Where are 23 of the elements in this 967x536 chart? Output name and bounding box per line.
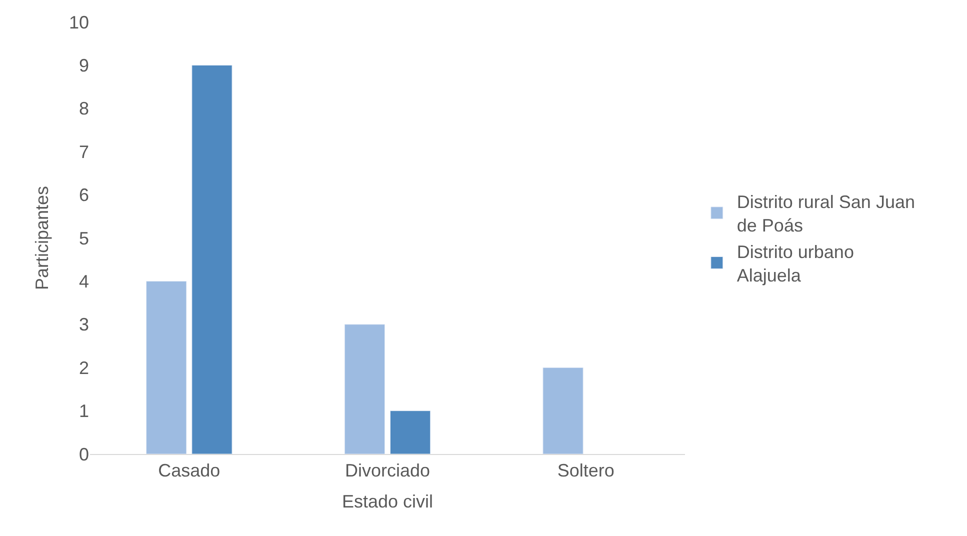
legend-label: Distrito rural San Juan de Poás	[736, 192, 915, 236]
y-tick-label: 1	[78, 401, 89, 422]
bar	[542, 367, 584, 454]
x-tick-label: Casado	[158, 460, 220, 481]
y-tick-label: 10	[68, 12, 89, 32]
x-tick-label: Divorciado	[344, 460, 430, 481]
bar	[192, 64, 232, 454]
y-axis-title: Participantes	[32, 186, 52, 290]
bar	[344, 324, 386, 454]
bar	[390, 410, 431, 454]
y-tick-label: 3	[78, 314, 89, 335]
y-tick-label: 0	[78, 444, 89, 464]
x-axis-title: Estado civil	[342, 492, 434, 512]
y-tick-label: 7	[78, 142, 89, 162]
legend-label: Distrito urbano Alajuela	[736, 242, 854, 286]
y-tick-label: 2	[78, 358, 89, 378]
bar	[146, 280, 187, 454]
x-tick-label: Soltero	[557, 460, 614, 481]
y-tick-label: 6	[78, 185, 89, 206]
y-tick-label: 5	[78, 228, 89, 248]
y-tick-label: 8	[78, 98, 89, 119]
y-tick-label: 9	[78, 56, 89, 76]
y-tick-label: 4	[78, 272, 89, 292]
